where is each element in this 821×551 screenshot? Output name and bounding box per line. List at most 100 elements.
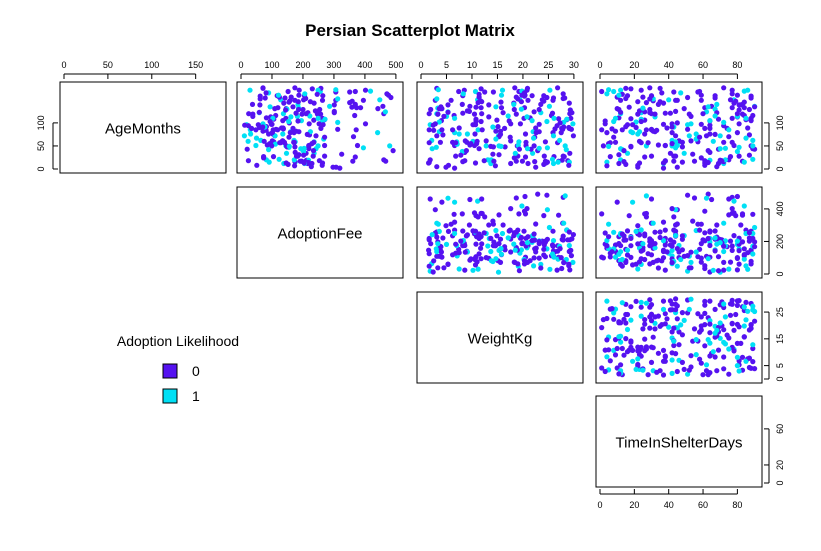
data-point [290, 104, 296, 110]
data-point [660, 347, 667, 353]
data-point [750, 211, 756, 217]
data-point [286, 99, 292, 105]
data-point [521, 90, 528, 96]
variable-label: TimeInShelterDays [616, 435, 743, 452]
data-point [502, 247, 508, 253]
data-point [495, 269, 502, 275]
data-point [246, 111, 252, 117]
data-point [712, 354, 718, 360]
data-point [640, 247, 646, 253]
data-point [542, 139, 549, 145]
data-point [673, 97, 679, 103]
data-point [618, 97, 624, 103]
data-point [604, 337, 610, 343]
data-point [464, 131, 470, 137]
data-point [698, 97, 704, 103]
data-point [700, 237, 706, 243]
data-point [630, 122, 636, 128]
data-point [673, 133, 679, 139]
data-point [662, 354, 668, 360]
data-point [452, 199, 458, 205]
data-point [266, 147, 272, 153]
data-point [562, 193, 568, 199]
data-point [733, 311, 739, 318]
data-point [248, 131, 254, 137]
data-point [285, 88, 291, 95]
data-point [381, 157, 387, 163]
data-point [327, 103, 333, 109]
data-point [679, 247, 686, 253]
data-point [475, 266, 481, 272]
data-point [353, 127, 359, 133]
tick-label: 60 [775, 424, 785, 434]
data-point [698, 327, 704, 333]
data-point [679, 359, 686, 365]
data-point [721, 119, 727, 125]
data-point [492, 243, 498, 249]
data-point [752, 366, 758, 372]
data-point [666, 97, 672, 103]
data-point [618, 320, 624, 326]
data-point [693, 352, 699, 358]
data-point [638, 304, 644, 310]
data-point [546, 224, 553, 231]
legend-swatch [162, 388, 178, 404]
data-point [674, 303, 680, 309]
data-point [500, 222, 506, 228]
panel-frame [595, 81, 763, 174]
top-axis-3: 0 20 40 60 80 [597, 60, 742, 79]
data-point [375, 130, 381, 136]
data-point [635, 99, 641, 105]
data-point [310, 153, 316, 159]
data-point [616, 160, 622, 167]
data-point [671, 342, 677, 349]
data-point [568, 253, 575, 259]
data-point [536, 255, 542, 261]
tick-label: 200 [295, 60, 310, 70]
panel-0-3 [595, 81, 763, 174]
data-point [377, 97, 383, 103]
data-point [746, 230, 753, 236]
data-point [648, 311, 655, 317]
data-point [508, 206, 514, 212]
data-point [640, 367, 646, 373]
legend-title: Adoption Likelihood [117, 333, 239, 349]
data-point [734, 130, 741, 136]
data-point [674, 164, 680, 170]
data-point [660, 219, 667, 225]
data-point [492, 163, 498, 169]
data-point [659, 90, 665, 96]
data-point [686, 133, 692, 139]
tick-label: 0 [418, 60, 423, 70]
data-point [648, 153, 655, 159]
data-point [743, 263, 749, 269]
data-point [691, 326, 698, 332]
data-point [697, 134, 703, 140]
data-point [726, 127, 732, 133]
data-point [556, 212, 562, 218]
data-point [736, 368, 742, 374]
data-point [721, 243, 727, 249]
data-point [333, 87, 339, 93]
data-point [705, 337, 711, 343]
data-point [426, 140, 432, 146]
tick-label: 20 [518, 60, 528, 70]
data-point [697, 356, 703, 362]
data-point [624, 326, 631, 333]
data-point [721, 85, 727, 91]
data-point [652, 326, 658, 332]
data-point [561, 154, 567, 160]
data-point [691, 158, 698, 164]
data-point [669, 260, 675, 266]
data-point [647, 106, 653, 113]
data-point [464, 108, 470, 114]
data-point [296, 87, 302, 93]
data-point [678, 256, 684, 263]
data-point [679, 144, 686, 150]
data-point [293, 153, 300, 159]
data-point [726, 346, 732, 352]
data-point [671, 89, 677, 95]
data-point [734, 354, 741, 360]
data-point [624, 247, 631, 253]
data-point [524, 240, 531, 246]
